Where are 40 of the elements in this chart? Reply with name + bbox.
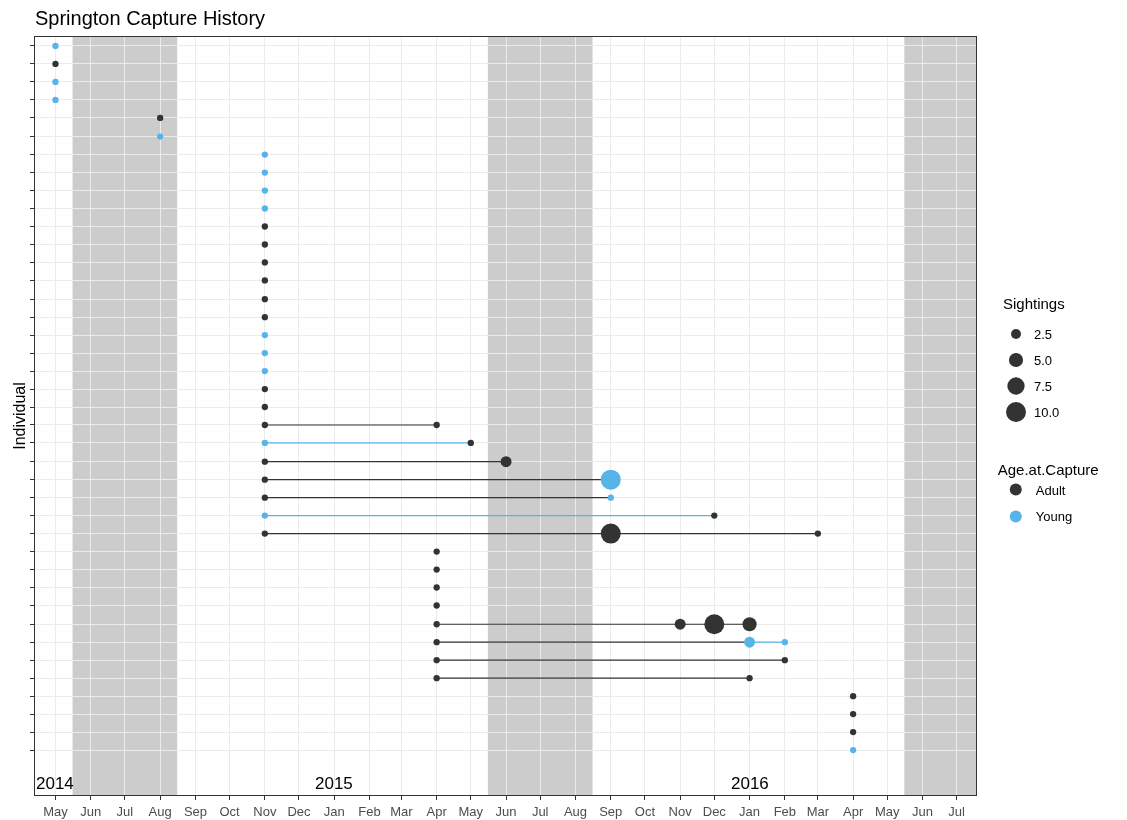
x-tick-label: Jul [948,803,966,819]
x-tick-label: Mar [390,803,414,819]
x-tick-label: Sep [183,803,208,819]
x-tick-label: Oct [219,803,241,819]
annotation: 2014 [36,774,74,793]
x-tick-label: Nov [668,803,693,819]
x-tick-label: Jan [739,803,761,819]
x-tick-label: Oct [634,803,656,819]
x-tick-label: Feb [773,803,797,819]
x-tick-label: Jan [323,803,345,819]
x-tick-label: Jun [912,803,933,819]
x-tick-label: Aug [148,803,172,819]
y-axis-title: Individual [10,382,28,450]
x-tick-label: May [874,803,901,819]
legend-label: 2.5 [1034,326,1053,342]
x-tick-label: Jul [531,803,549,819]
chart-title: Springton Capture History [35,7,266,29]
x-tick-label: Jul [116,803,134,819]
legend-label: 7.5 [1034,378,1053,394]
legend-label: 5.0 [1034,352,1053,368]
x-tick-label: Aug [563,803,588,819]
x-tick-label: Mar [806,803,830,819]
x-tick-label: Apr [842,803,864,819]
x-tick-label: Sep [599,803,623,819]
legend-label: Young [1035,509,1073,525]
x-tick-label: Feb [358,803,381,819]
legend-title: Age.at.Capture [997,460,1099,478]
x-tick-label: Dec [702,803,727,819]
x-tick-label: Jun [80,803,102,819]
x-tick-label: Jun [495,803,517,819]
x-tick-label: Dec [287,803,312,819]
legend-label: Adult [1035,482,1066,498]
annotation: 2015 [315,774,353,793]
annotation: 2016 [731,774,769,793]
legend-label: 10.0 [1034,404,1060,420]
x-tick-label: May [43,803,69,819]
x-tick-label: May [458,803,484,819]
x-tick-label: Nov [253,803,277,819]
text: Sightings [1003,295,1065,312]
x-tick-label: Apr [426,803,448,819]
